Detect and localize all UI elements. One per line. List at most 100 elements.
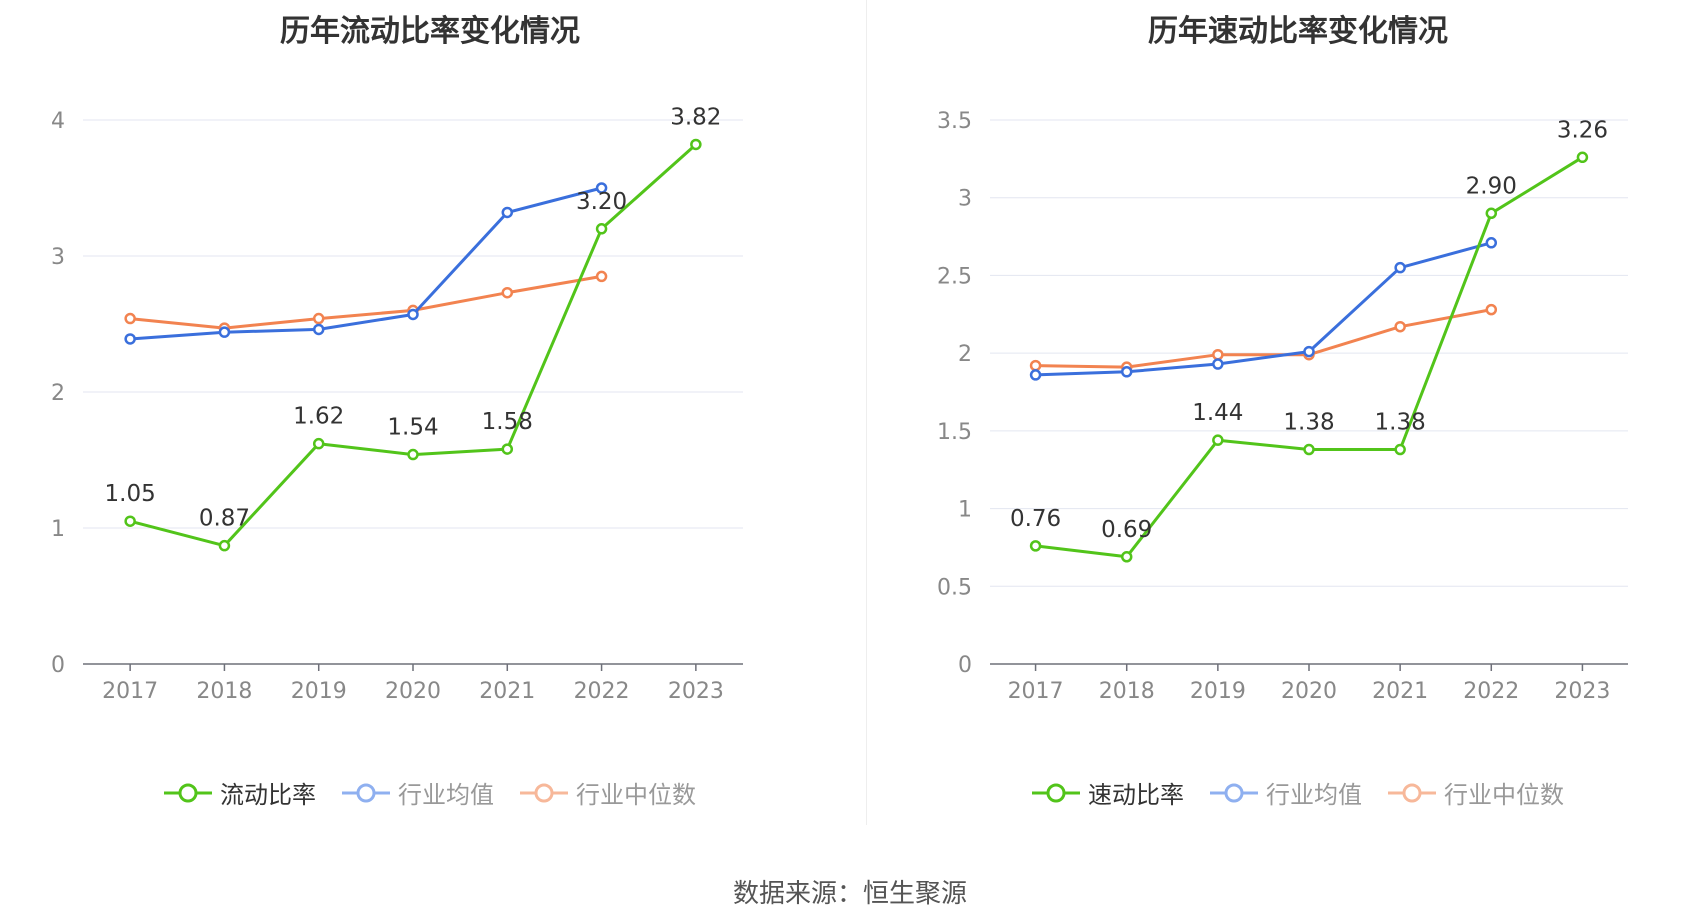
legend-label: 行业中位数 xyxy=(1444,781,1564,809)
legend: 流动比率 行业均值 行业中位数 xyxy=(0,775,860,810)
data-point xyxy=(218,539,231,552)
x-tick-label: 2023 xyxy=(1554,679,1610,704)
data-point xyxy=(595,270,608,283)
data-label: 1.38 xyxy=(1283,410,1334,436)
data-point xyxy=(1485,303,1498,316)
data-label: 1.54 xyxy=(387,415,438,441)
quick-ratio-plot: 0 0.5 1 1.5 2 2.5 3 3.5 2017 2018 2019 2020 2021 2022… xyxy=(937,109,1628,704)
y-tick-label: 1.5 xyxy=(937,420,972,445)
data-point xyxy=(501,206,514,219)
data-point xyxy=(1212,358,1224,370)
legend-item-industry-median[interactable]: 行业中位数 xyxy=(1388,775,1564,810)
data-label: 3.26 xyxy=(1557,117,1608,143)
y-tick-label: 3 xyxy=(51,245,65,270)
data-point xyxy=(124,515,136,527)
y-tick-label: 3 xyxy=(958,187,972,212)
x-tick-label: 2020 xyxy=(1281,679,1337,704)
quick-ratio-chart: 历年速动比率变化情况 0 0.5 1 1.5 2 2.5 3 3.5 2017 2018 2019 2… xyxy=(868,0,1700,830)
data-point xyxy=(690,138,702,151)
legend-line-circle-icon xyxy=(164,783,212,802)
data-point xyxy=(1029,369,1042,381)
data-point xyxy=(1303,443,1315,456)
data-point xyxy=(218,326,231,338)
data-point xyxy=(124,312,136,325)
data-point xyxy=(1394,320,1406,333)
y-tick-label: 3.5 xyxy=(937,109,972,134)
y-tick-label: 4 xyxy=(51,109,65,134)
data-point xyxy=(1303,345,1315,358)
data-point xyxy=(407,448,419,461)
chart-title: 历年速动比率变化情况 xyxy=(1148,14,1448,49)
legend-label: 行业中位数 xyxy=(576,781,696,809)
series-line xyxy=(129,274,602,330)
x-tick-label: 2019 xyxy=(1190,679,1246,704)
y-tick-label: 1 xyxy=(958,498,972,523)
data-point xyxy=(1485,207,1498,220)
data-point xyxy=(1394,261,1406,274)
legend: 速动比率 行业均值 行业中位数 xyxy=(868,775,1700,810)
data-point xyxy=(407,308,419,321)
x-tick-label: 2021 xyxy=(479,679,535,704)
data-point xyxy=(1029,540,1042,552)
y-tick-label: 0 xyxy=(51,653,65,678)
data-label: 0.87 xyxy=(199,506,250,532)
data-point xyxy=(1120,366,1133,378)
x-tick-label: 2019 xyxy=(291,679,347,704)
data-label: 1.38 xyxy=(1375,410,1426,436)
current-ratio-plot: 0 1 2 3 4 2017 2018 2019 2020 2021 2022 2023 1.05 0.8… xyxy=(51,104,743,704)
y-tick-label: 1 xyxy=(51,517,65,542)
current-ratio-chart: 历年流动比率变化情况 0 1 2 3 4 2017 2018 2019 2020 2021 2022… xyxy=(0,0,860,830)
x-tick-label: 2020 xyxy=(385,679,441,704)
data-label: 3.20 xyxy=(576,189,627,215)
x-tick-label: 2018 xyxy=(1099,679,1155,704)
data-label: 1.58 xyxy=(482,409,533,435)
legend-label: 行业均值 xyxy=(1266,781,1362,809)
x-tick-label: 2022 xyxy=(1463,679,1519,704)
data-point xyxy=(312,437,325,450)
series-line xyxy=(129,186,602,341)
y-tick-label: 2.5 xyxy=(937,264,972,289)
data-point xyxy=(501,443,514,455)
legend-item-industry-average[interactable]: 行业均值 xyxy=(342,775,494,810)
data-point xyxy=(501,286,514,299)
series-line xyxy=(1035,241,1492,377)
data-point xyxy=(595,223,608,235)
data-label: 0.76 xyxy=(1010,506,1061,532)
x-tick-label: 2023 xyxy=(668,679,724,704)
data-point xyxy=(595,182,608,194)
data-label: 1.62 xyxy=(293,404,344,430)
legend-item-industry-median[interactable]: 行业中位数 xyxy=(520,775,696,810)
legend-line-circle-icon xyxy=(1210,783,1258,802)
data-point xyxy=(1029,359,1042,372)
legend-label: 速动比率 xyxy=(1088,781,1184,809)
x-tick-label: 2017 xyxy=(102,679,158,704)
chart-title: 历年流动比率变化情况 xyxy=(280,14,580,49)
y-tick-label: 2 xyxy=(51,381,65,406)
data-label: 3.82 xyxy=(670,104,721,130)
x-tick-label: 2017 xyxy=(1008,679,1064,704)
data-label: 1.05 xyxy=(105,481,156,507)
x-tick-label: 2018 xyxy=(196,679,252,704)
x-tick-label: 2021 xyxy=(1372,679,1428,704)
x-tick-label: 2022 xyxy=(574,679,630,704)
data-label: 2.90 xyxy=(1466,173,1517,199)
legend-label: 行业均值 xyxy=(398,781,494,809)
data-point xyxy=(1485,237,1498,249)
legend-item-current-ratio[interactable]: 流动比率 xyxy=(164,775,316,810)
data-point xyxy=(1576,151,1589,164)
data-point xyxy=(1120,551,1133,563)
data-point xyxy=(1212,348,1224,361)
data-label: 1.44 xyxy=(1192,400,1243,426)
data-point xyxy=(312,312,325,325)
legend-item-quick-ratio[interactable]: 速动比率 xyxy=(1032,775,1184,810)
legend-line-circle-icon xyxy=(342,783,390,802)
data-label: 0.69 xyxy=(1101,517,1152,543)
data-point xyxy=(124,333,136,345)
legend-item-industry-average[interactable]: 行业均值 xyxy=(1210,775,1362,810)
legend-line-circle-icon xyxy=(520,783,568,802)
data-point xyxy=(312,323,325,336)
legend-line-circle-icon xyxy=(1388,783,1436,802)
legend-label: 流动比率 xyxy=(220,781,316,809)
data-point xyxy=(1394,443,1406,456)
data-source: 数据来源：恒生聚源 xyxy=(732,879,967,909)
